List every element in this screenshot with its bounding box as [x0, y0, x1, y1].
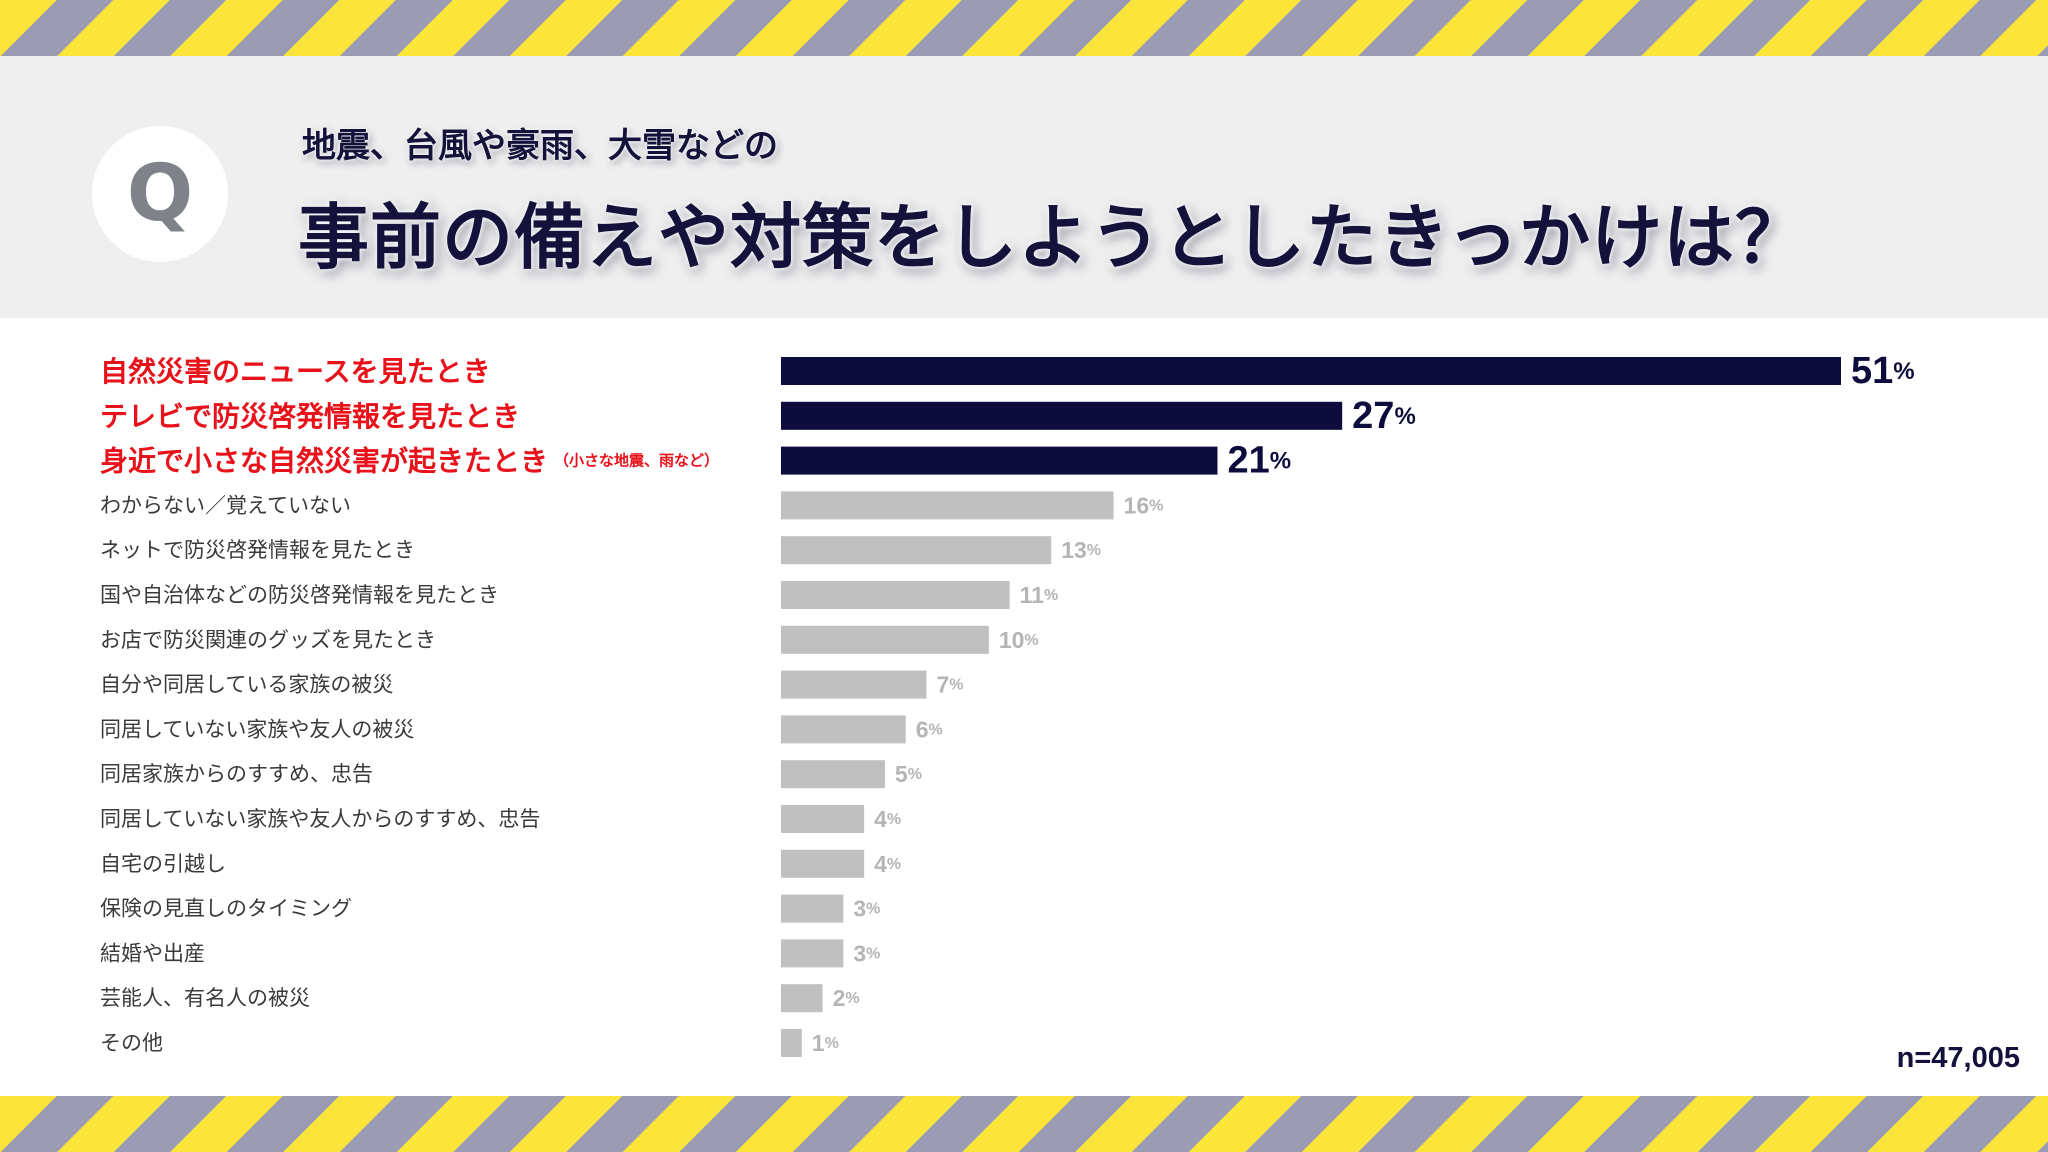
bar-row: 自分や同居している家族の被災 7%	[100, 670, 964, 699]
bar	[781, 715, 906, 744]
category-label: 保険の見直しのタイミング	[100, 897, 352, 921]
bar	[781, 805, 865, 833]
value-label: 4%	[874, 806, 901, 832]
category-label: お店で防災関連のグッズを見たとき	[100, 628, 436, 652]
value-label: 3%	[853, 940, 880, 966]
category-label: 国や自治体などの防災啓発情報を見たとき	[100, 583, 499, 607]
category-label: 自分や同居している家族の被災	[100, 673, 393, 697]
value-label: 11%	[1020, 582, 1059, 608]
bar	[781, 491, 1114, 520]
question-subtitle: 地震、台風や豪雨、大雪などの	[302, 126, 778, 166]
category-label: その他	[100, 1031, 163, 1055]
category-label: わからない／覚えていない	[100, 493, 351, 517]
value-label: 13%	[1061, 537, 1101, 563]
question-header: Q 地震、台風や豪雨、大雪などの 事前の備えや対策をしようとしたきっかけは？	[0, 56, 2048, 318]
bar	[781, 581, 1010, 609]
bar	[781, 984, 823, 1013]
value-label: 4%	[874, 851, 901, 877]
bar-row: 保険の見直しのタイミング 3%	[100, 894, 880, 923]
bar	[781, 849, 865, 878]
bar-row: わからない／覚えていない 16%	[100, 491, 1164, 520]
category-label: 同居していない家族や友人からのすすめ、忠告	[100, 807, 540, 831]
value-label: 27%	[1352, 395, 1416, 437]
sample-size-label: n=47,005	[1896, 1042, 2020, 1074]
bar-row: 同居していない家族や友人の被災 6%	[100, 715, 943, 744]
bar	[781, 357, 1841, 385]
bottom-caution-stripe	[0, 1096, 2048, 1152]
category-label: ネットで防災啓発情報を見たとき	[100, 538, 415, 562]
bar-row: ネットで防災啓発情報を見たとき 13%	[100, 536, 1101, 565]
value-label: 5%	[895, 761, 922, 787]
bar	[781, 894, 844, 923]
category-label: 結婚や出産	[100, 941, 205, 965]
value-label: 1%	[812, 1030, 839, 1056]
bar-row: 国や自治体などの防災啓発情報を見たとき 11%	[100, 581, 1058, 609]
bar-row: テレビで防災啓発情報を見たとき 27%	[100, 395, 1416, 437]
value-label: 51%	[1851, 350, 1915, 392]
bar	[781, 625, 989, 654]
bar	[781, 401, 1343, 430]
category-label: 自然災害のニュースを見たとき	[100, 355, 491, 388]
question-title: 事前の備えや対策をしようとしたきっかけは？	[298, 196, 1808, 279]
bar-row: 同居家族からのすすめ、忠告 5%	[100, 760, 922, 789]
bar	[781, 1029, 802, 1057]
bar-row: 自宅の引越し 4%	[100, 849, 901, 878]
value-label: 10%	[999, 627, 1039, 653]
value-label: 21%	[1227, 440, 1291, 482]
category-label: 自宅の引越し	[100, 852, 226, 876]
category-label: 同居家族からのすすめ、忠告	[100, 762, 373, 786]
value-label: 6%	[916, 716, 943, 742]
value-label: 7%	[936, 672, 963, 698]
category-label: テレビで防災啓発情報を見たとき	[100, 399, 520, 432]
bar	[781, 670, 927, 699]
bar-row: 結婚や出産 3%	[100, 939, 880, 968]
bar-row: 自然災害のニュースを見たとき 51%	[100, 350, 1915, 392]
question-badge: Q	[92, 126, 228, 262]
category-label: 同居していない家族や友人の被災	[100, 717, 414, 741]
bar	[781, 939, 844, 968]
bar	[781, 760, 885, 789]
value-label: 3%	[853, 896, 880, 922]
bar	[781, 536, 1052, 565]
bar-row: 身近で小さな自然災害が起きたとき （小さな地震、雨など） 21%	[100, 440, 1291, 482]
bar	[781, 446, 1218, 475]
bar-row: 同居していない家族や友人からのすすめ、忠告 4%	[100, 805, 901, 833]
value-label: 16%	[1124, 492, 1164, 518]
category-label: 身近で小さな自然災害が起きたとき （小さな地震、雨など）	[100, 444, 719, 477]
bar-row: 芸能人、有名人の被災 2%	[100, 984, 860, 1013]
value-label: 2%	[833, 985, 860, 1011]
top-caution-stripe	[0, 0, 2048, 56]
bar-row: その他 1%	[100, 1029, 839, 1057]
bar-row: お店で防災関連のグッズを見たとき 10%	[100, 625, 1039, 654]
category-label: 芸能人、有名人の被災	[100, 986, 310, 1010]
